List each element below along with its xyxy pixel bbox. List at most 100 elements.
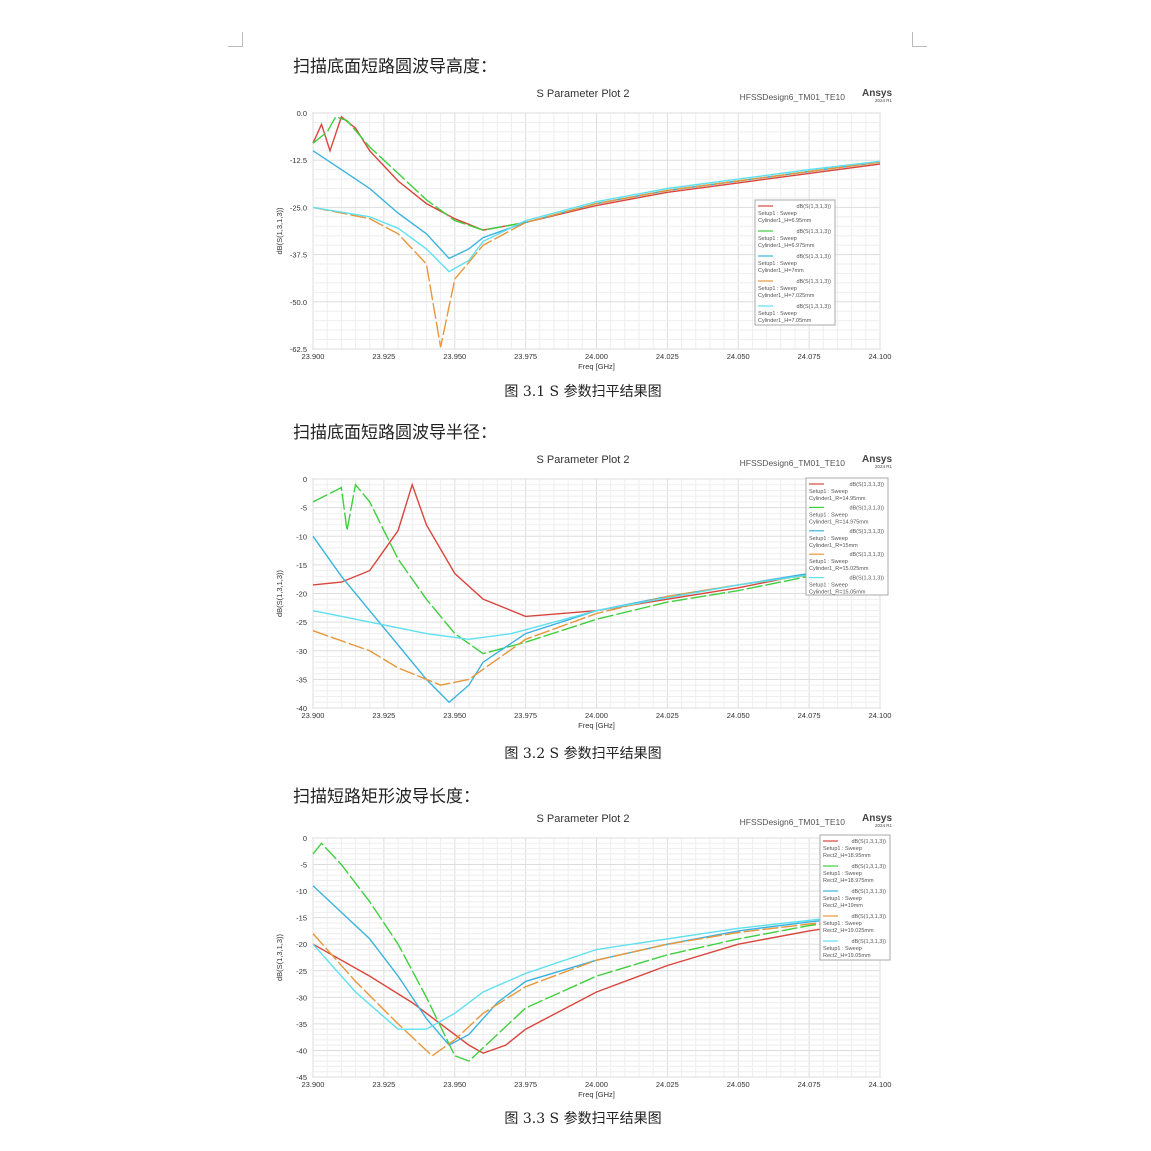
legend-param: Cylinder1_R=14.975mm xyxy=(809,519,869,525)
design-name: HFSSDesign6_TM01_TE10 xyxy=(740,817,846,827)
series-line-cyan xyxy=(312,564,881,641)
y-axis-label: dB(S(1,3,1,3)) xyxy=(275,569,284,617)
x-tick-label: 24.075 xyxy=(798,1080,821,1089)
chart-title: S Parameter Plot 2 xyxy=(537,813,630,825)
y-tick-label: 0 xyxy=(303,834,307,843)
legend-name: dB(S(1,3,1,3)) xyxy=(796,229,831,235)
legend-name: dB(S(1,3,1,3)) xyxy=(796,279,831,285)
y-tick-label: -45 xyxy=(296,1073,307,1082)
figure-caption: 图 3.1 S 参数扫平结果图 xyxy=(504,384,662,400)
legend-param: Cylinder1_R=15.025mm xyxy=(809,566,869,572)
legend-setup: Setup1 : Sweep xyxy=(758,211,797,217)
x-tick-label: 23.975 xyxy=(514,1080,537,1089)
y-tick-label: -10 xyxy=(296,532,307,541)
y-tick-label: -12.5 xyxy=(290,156,307,165)
ansys-logo: Ansys xyxy=(862,813,892,824)
x-tick-label: 24.000 xyxy=(585,1080,608,1089)
legend-setup: Setup1 : Sweep xyxy=(809,489,848,495)
x-tick-label: 24.000 xyxy=(585,352,608,361)
x-tick-label: 24.100 xyxy=(869,1080,892,1089)
ansys-logo: Ansys xyxy=(862,454,892,465)
s-parameter-chart-3: S Parameter Plot 2 HFSSDesign6_TM01_TE10 A… xyxy=(275,813,893,1099)
legend-param: Rect2_H=19mm xyxy=(823,903,863,909)
design-name: HFSSDesign6_TM01_TE10 xyxy=(740,92,846,102)
legend-name: dB(S(1,3,1,3)) xyxy=(851,839,886,845)
y-tick-label: -30 xyxy=(296,993,307,1002)
ansys-version: 2024 R1 xyxy=(875,823,893,828)
x-tick-label: 23.975 xyxy=(514,352,537,361)
y-axis-label: dB(S(1,3,1,3)) xyxy=(275,933,284,981)
series-line-cyan xyxy=(312,160,881,273)
ansys-logo: Ansys xyxy=(862,88,892,99)
legend-param: Rect2_H=18.95mm xyxy=(823,853,871,859)
x-tick-label: 24.000 xyxy=(585,711,608,720)
s-parameter-chart-2: S Parameter Plot 2 HFSSDesign6_TM01_TE10 A… xyxy=(275,454,892,730)
figure-caption: 图 3.3 S 参数扫平结果图 xyxy=(504,1111,662,1127)
legend-setup: Setup1 : Sweep xyxy=(809,512,848,518)
y-tick-label: 0.0 xyxy=(297,109,307,118)
legend-param: Cylinder1_H=7.025mm xyxy=(758,293,815,299)
series-line-orange xyxy=(312,161,881,348)
legend-name: dB(S(1,3,1,3)) xyxy=(849,482,884,488)
corner-mark xyxy=(228,32,243,47)
legend-name: dB(S(1,3,1,3)) xyxy=(849,552,884,558)
x-tick-label: 24.100 xyxy=(869,711,892,720)
x-tick-label: 23.925 xyxy=(372,1080,395,1089)
legend-param: Rect2_H=19.025mm xyxy=(823,928,874,934)
series-line-green xyxy=(312,483,881,655)
x-tick-label: 23.950 xyxy=(443,352,466,361)
x-axis-label: Freq [GHz] xyxy=(578,362,615,371)
legend-name: dB(S(1,3,1,3)) xyxy=(849,529,884,535)
x-tick-label: 24.100 xyxy=(869,352,892,361)
y-tick-label: -35 xyxy=(296,675,307,684)
series-line-red xyxy=(312,482,881,618)
y-tick-label: -5 xyxy=(300,504,307,513)
legend-setup: Setup1 : Sweep xyxy=(809,559,848,565)
legend-param: Rect2_H=18.975mm xyxy=(823,878,874,884)
y-tick-label: -5 xyxy=(300,861,307,870)
y-tick-label: -20 xyxy=(296,940,307,949)
legend-name: dB(S(1,3,1,3)) xyxy=(851,939,886,945)
legend-param: Cylinder1_H=7.05mm xyxy=(758,318,812,324)
x-tick-label: 24.075 xyxy=(798,711,821,720)
legend-setup: Setup1 : Sweep xyxy=(758,261,797,267)
x-tick-label: 23.925 xyxy=(372,711,395,720)
x-tick-label: 23.950 xyxy=(443,711,466,720)
x-tick-label: 24.025 xyxy=(656,1080,679,1089)
legend-name: dB(S(1,3,1,3)) xyxy=(851,864,886,870)
legend-setup: Setup1 : Sweep xyxy=(809,536,848,542)
legend-setup: Setup1 : Sweep xyxy=(823,871,862,877)
x-tick-label: 24.050 xyxy=(727,1080,750,1089)
corner-mark xyxy=(912,32,927,47)
legend-name: dB(S(1,3,1,3)) xyxy=(849,505,884,511)
x-tick-label: 23.900 xyxy=(302,352,325,361)
y-tick-label: -25 xyxy=(296,967,307,976)
x-tick-label: 23.950 xyxy=(443,1080,466,1089)
legend-setup: Setup1 : Sweep xyxy=(823,921,862,927)
figure-caption: 图 3.2 S 参数扫平结果图 xyxy=(504,746,662,762)
series-line-cyan xyxy=(312,911,881,1030)
ansys-version: 2024 R1 xyxy=(875,98,893,103)
y-tick-label: -37.5 xyxy=(290,251,307,260)
chart-title: S Parameter Plot 2 xyxy=(537,88,630,100)
legend-setup: Setup1 : Sweep xyxy=(823,946,862,952)
legend-name: dB(S(1,3,1,3)) xyxy=(796,254,831,260)
legend-param: Cylinder1_R=15mm xyxy=(809,543,858,549)
legend-setup: Setup1 : Sweep xyxy=(758,236,797,242)
legend-name: dB(S(1,3,1,3)) xyxy=(851,889,886,895)
legend-name: dB(S(1,3,1,3)) xyxy=(849,576,884,582)
x-tick-label: 24.025 xyxy=(656,352,679,361)
section-heading: 扫描底面短路圆波导半径： xyxy=(293,423,497,443)
x-tick-label: 24.075 xyxy=(798,352,821,361)
legend-param: Cylinder1_R=14.95mm xyxy=(809,496,866,502)
section-heading: 扫描底面短路圆波导高度： xyxy=(293,57,497,77)
series-line-red xyxy=(312,115,881,231)
series-line-orange xyxy=(312,917,881,1057)
series-line-green xyxy=(312,842,881,1062)
y-tick-label: -40 xyxy=(296,1046,307,1055)
legend-name: dB(S(1,3,1,3)) xyxy=(851,914,886,920)
y-tick-label: -15 xyxy=(296,914,307,923)
y-tick-label: -35 xyxy=(296,1020,307,1029)
y-tick-label: -10 xyxy=(296,887,307,896)
